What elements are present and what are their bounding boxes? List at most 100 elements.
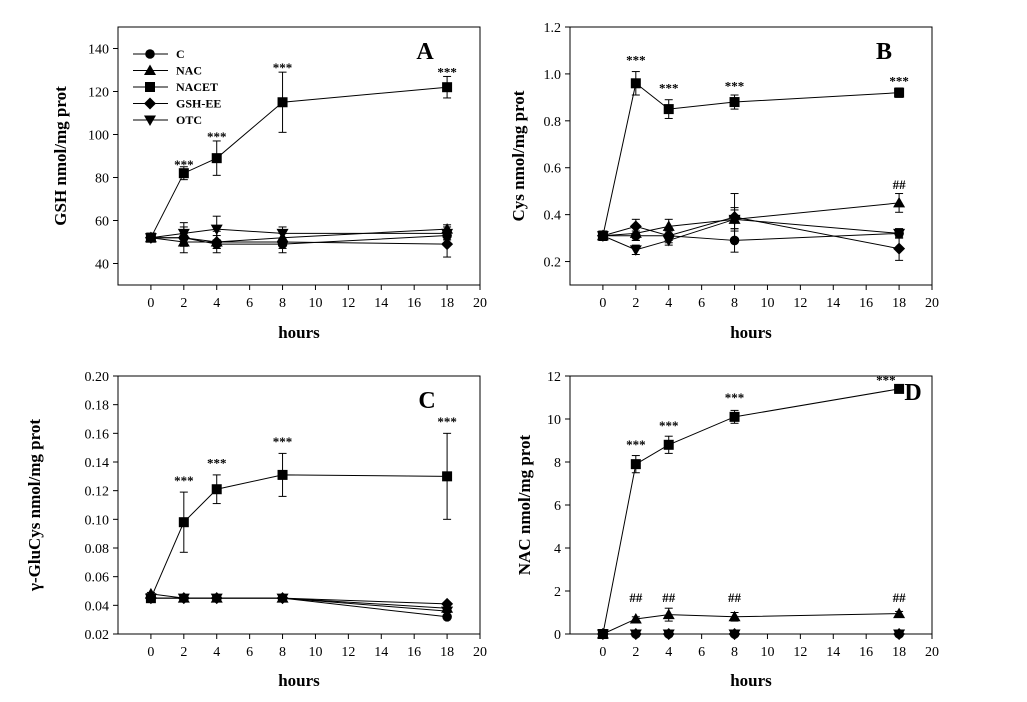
data-point bbox=[629, 227, 642, 238]
legend-label: C bbox=[176, 47, 185, 61]
significance-label: *** bbox=[889, 74, 909, 89]
x-tick-label: 12 bbox=[793, 645, 807, 660]
series-NAC bbox=[144, 223, 454, 249]
data-point bbox=[728, 213, 741, 224]
y-tick-label: 120 bbox=[88, 86, 109, 101]
series-NAC bbox=[596, 193, 906, 241]
x-tick-label: 12 bbox=[341, 645, 355, 660]
series-NACET bbox=[597, 383, 905, 639]
data-point bbox=[894, 87, 905, 98]
significance-label: ## bbox=[893, 177, 907, 192]
panel-B: 0 2 4 6 8 10 12 14 16 18 20 0.2 0.4 0.6 0.8 1.0 1.2 hours… bbox=[509, 21, 939, 342]
panel-C: 0 2 4 6 8 10 12 14 16 18 20 0.02 0.04 0.06 0.08 0.10 0.1… bbox=[25, 370, 487, 690]
data-point bbox=[210, 592, 223, 603]
series-NACET bbox=[597, 71, 905, 241]
x-tick-label: 4 bbox=[213, 645, 220, 660]
significance-label: ## bbox=[728, 590, 742, 605]
data-point bbox=[210, 224, 223, 236]
data-point bbox=[629, 245, 642, 256]
x-tick-label: 14 bbox=[826, 296, 840, 311]
significance-label: *** bbox=[207, 456, 227, 471]
x-tick-label: 10 bbox=[760, 296, 774, 311]
x-tick-label: 6 bbox=[246, 645, 253, 660]
x-axis-label: hours bbox=[730, 323, 772, 342]
y-tick-label: 0.02 bbox=[85, 628, 110, 643]
y-tick-label: 100 bbox=[88, 129, 109, 144]
data-point bbox=[177, 236, 190, 247]
plot-frame bbox=[117, 26, 481, 286]
data-point bbox=[276, 231, 289, 243]
data-point bbox=[729, 97, 740, 108]
x-tick-label: 18 bbox=[440, 645, 454, 660]
data-point bbox=[145, 593, 156, 604]
data-point bbox=[442, 471, 453, 482]
significance-label: ## bbox=[629, 590, 643, 605]
series-line bbox=[602, 232, 900, 241]
data-point bbox=[662, 608, 675, 620]
data-point bbox=[662, 220, 675, 231]
y-tick-label: 0.14 bbox=[85, 456, 110, 471]
series-GSH-EE bbox=[596, 628, 906, 640]
x-tick-label: 16 bbox=[407, 645, 421, 660]
series-line bbox=[150, 474, 448, 599]
data-point bbox=[210, 236, 223, 247]
legend-marker bbox=[145, 49, 155, 59]
x-tick-label: 14 bbox=[374, 296, 388, 311]
data-point bbox=[893, 228, 906, 240]
y-tick-label: 8 bbox=[554, 456, 561, 471]
y-tick-label: 0.2 bbox=[544, 256, 562, 271]
legend-label: NACET bbox=[176, 80, 218, 94]
legend-label: OTC bbox=[176, 113, 202, 127]
y-tick-label: 4 bbox=[554, 542, 561, 557]
data-point bbox=[177, 592, 190, 603]
y-tick-label: 2 bbox=[554, 585, 561, 600]
legend-label: NAC bbox=[176, 64, 202, 78]
x-tick-label: 10 bbox=[308, 645, 322, 660]
series-GSH-EE bbox=[144, 222, 454, 258]
data-point bbox=[277, 97, 288, 108]
significance-label: ## bbox=[893, 590, 907, 605]
x-tick-label: 12 bbox=[793, 296, 807, 311]
x-tick-label: 4 bbox=[665, 296, 672, 311]
x-tick-label: 16 bbox=[859, 645, 873, 660]
significance-label: *** bbox=[659, 418, 679, 433]
data-point bbox=[728, 610, 741, 622]
data-point bbox=[441, 602, 454, 613]
series-line bbox=[602, 216, 900, 250]
x-tick-label: 16 bbox=[407, 296, 421, 311]
panel-letter: C bbox=[418, 388, 435, 414]
series-GSH-EE bbox=[596, 193, 906, 261]
series-line bbox=[602, 613, 900, 635]
data-point bbox=[728, 628, 741, 640]
series-line bbox=[602, 202, 900, 237]
y-tick-label: 140 bbox=[88, 43, 109, 58]
significance-label: *** bbox=[725, 78, 745, 93]
x-tick-label: 20 bbox=[473, 296, 487, 311]
y-tick-label: 0.16 bbox=[85, 427, 110, 442]
series-OTC bbox=[596, 209, 906, 256]
significance-label: *** bbox=[207, 129, 227, 144]
data-point bbox=[662, 628, 675, 640]
data-point bbox=[442, 82, 453, 93]
significance-label: *** bbox=[725, 390, 745, 405]
series-NAC bbox=[596, 607, 906, 639]
x-tick-label: 20 bbox=[473, 645, 487, 660]
data-point bbox=[729, 411, 740, 422]
data-point bbox=[893, 196, 906, 208]
y-tick-label: 10 bbox=[547, 413, 561, 428]
data-point bbox=[663, 104, 674, 115]
significance-label: *** bbox=[273, 60, 293, 75]
x-tick-label: 14 bbox=[374, 645, 388, 660]
x-tick-label: 8 bbox=[731, 645, 738, 660]
x-tick-label: 20 bbox=[925, 296, 939, 311]
plot-frame bbox=[569, 375, 933, 635]
plot-frame bbox=[569, 26, 933, 286]
panel-letter: D bbox=[904, 380, 921, 406]
y-tick-label: 0.12 bbox=[85, 485, 110, 500]
data-point bbox=[894, 383, 905, 394]
data-point bbox=[663, 439, 674, 450]
x-tick-label: 2 bbox=[632, 645, 639, 660]
significance-label: *** bbox=[437, 64, 457, 79]
x-tick-label: 18 bbox=[892, 296, 906, 311]
data-point bbox=[630, 459, 641, 470]
